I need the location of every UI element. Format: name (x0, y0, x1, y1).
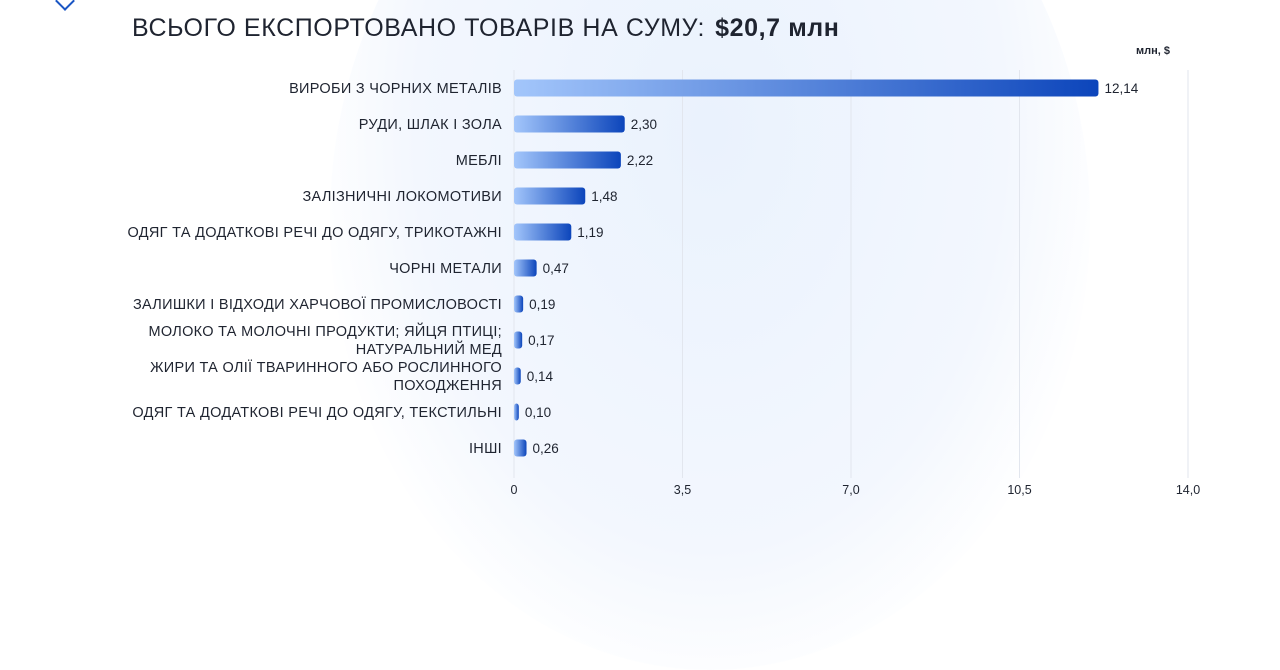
title-text: ВСЬОГО ЕКСПОРТОВАНО ТОВАРІВ НА СУМУ: (132, 14, 706, 42)
bar (514, 187, 586, 205)
bar (514, 403, 519, 421)
data-label: 0,10 (525, 405, 551, 420)
category-label: ЖИРИ ТА ОЛІЇ ТВАРИННОГО АБО РОСЛИННОГО (150, 359, 502, 376)
category-label: ЧОРНІ МЕТАЛИ (389, 261, 502, 277)
category-label: ОДЯГ ТА ДОДАТКОВІ РЕЧІ ДО ОДЯГУ, ТЕКСТИЛ… (132, 405, 502, 421)
data-label: 0,17 (528, 333, 554, 348)
bar (514, 295, 524, 313)
bar (514, 331, 523, 349)
category-label: МОЛОКО ТА МОЛОЧНІ ПРОДУКТИ; ЯЙЦЯ ПТИЦІ; (148, 322, 502, 340)
bar (514, 259, 537, 277)
bar (514, 79, 1099, 97)
unit-label: млн, $ (1136, 45, 1170, 57)
data-label: 0,26 (533, 441, 559, 456)
bar-chart: 0 3,5 7,0 10,5 14,0 12,14 ВИРОБИ З ЧОРНИХ МЕТА… (128, 70, 1201, 497)
data-label: 2,22 (627, 153, 653, 168)
bar (514, 223, 572, 241)
total-value: $20,7 млн (715, 14, 840, 42)
bar (514, 367, 521, 385)
x-tick-label: 3,5 (674, 483, 691, 497)
data-label: 1,19 (577, 225, 603, 240)
data-label: 0,19 (529, 297, 555, 312)
category-label: ЗАЛИШКИ І ВІДХОДИ ХАРЧОВОЇ ПРОМИСЛОВОСТІ (133, 296, 502, 313)
data-label: 0,47 (543, 261, 569, 276)
data-label: 12,14 (1104, 81, 1138, 96)
x-tick-label: 0 (511, 483, 518, 497)
labels: 0 3,5 7,0 10,5 14,0 12,14 ВИРОБИ З ЧОРНИХ МЕТА… (128, 81, 1201, 497)
category-label: ОДЯГ ТА ДОДАТКОВІ РЕЧІ ДО ОДЯГУ, ТРИКОТА… (128, 225, 502, 241)
category-label: ІНШІ (469, 441, 502, 457)
bar (514, 115, 625, 133)
data-label: 0,14 (527, 369, 554, 384)
category-label: ПОХОДЖЕННЯ (394, 378, 503, 394)
category-label: ВИРОБИ З ЧОРНИХ МЕТАЛІВ (289, 81, 502, 97)
bars (514, 79, 1099, 457)
data-label: 2,30 (631, 117, 657, 132)
category-label: РУДИ, ШЛАК І ЗОЛА (359, 117, 502, 133)
bar (514, 439, 527, 457)
x-tick-label: 10,5 (1007, 483, 1031, 497)
grid-lines (513, 70, 1189, 478)
x-tick-label: 14,0 (1176, 483, 1200, 497)
category-label: МЕБЛІ (456, 153, 502, 169)
chart-title: ВСЬОГО ЕКСПОРТОВАНО ТОВАРІВ НА СУМУ: $20,… (132, 14, 840, 43)
x-tick-label: 7,0 (842, 483, 859, 497)
data-label: 1,48 (591, 189, 617, 204)
category-label: ЗАЛІЗНИЧНІ ЛОКОМОТИВИ (302, 189, 502, 205)
bar (514, 151, 621, 169)
category-label: НАТУРАЛЬНИЙ МЕД (356, 340, 502, 358)
